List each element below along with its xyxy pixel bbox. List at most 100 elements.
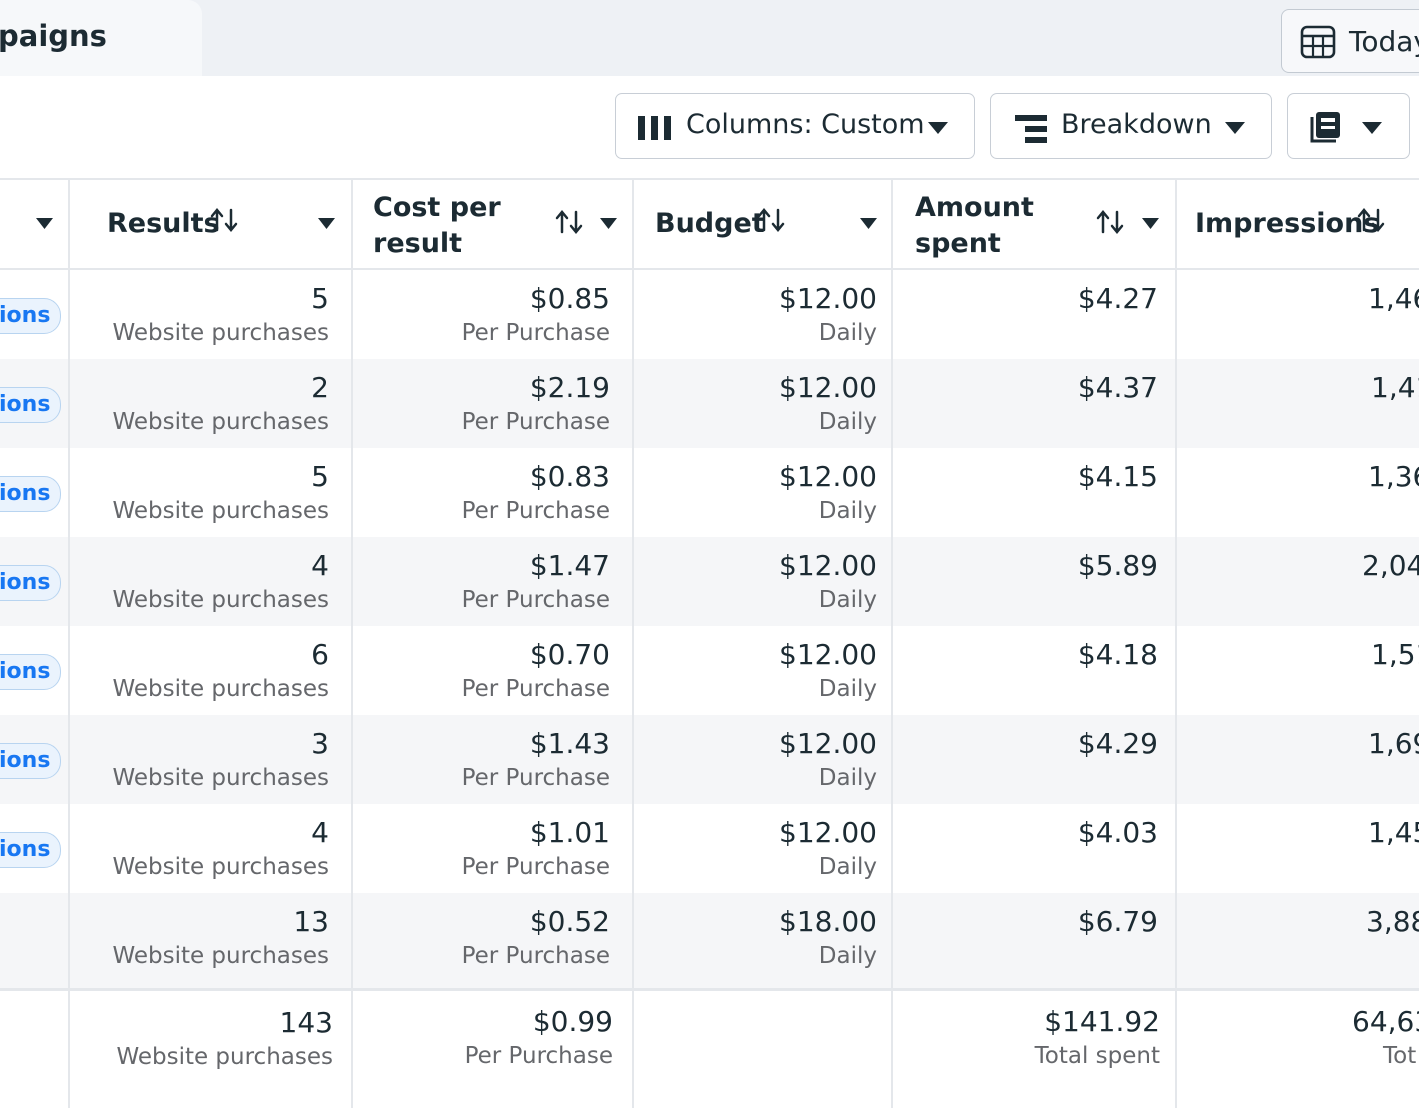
delivery-status-badge[interactable]: ions	[0, 387, 62, 423]
delivery-status-badge[interactable]: ions	[0, 832, 62, 868]
table-row[interactable]: 13 Website purchases $0.52 Per Purchase $1…	[0, 893, 1419, 988]
spent-cell: $4.27	[1078, 282, 1158, 316]
spent-cell: $4.37	[1078, 371, 1158, 405]
results-cell: 4 Website purchases	[112, 549, 329, 615]
impressions-value: 1,51	[1371, 638, 1419, 671]
sort-arrows-icon[interactable]	[757, 208, 785, 232]
budget-type: Daily	[818, 854, 877, 880]
sort-arrows-icon[interactable]	[1357, 208, 1385, 232]
results-cell: 5 Website purchases	[112, 282, 329, 348]
impressions-cell: 1,41	[1371, 371, 1419, 405]
cost-value: $1.01	[529, 816, 610, 849]
budget-value: $12.00	[779, 638, 877, 671]
results-total-cell: 143 Website purchases	[116, 1006, 333, 1072]
budget-cell: $12.00 Daily	[779, 460, 877, 526]
table-row[interactable]: ions 2 Website purchases $2.19 Per Purchas…	[0, 359, 1419, 448]
delivery-status-badge[interactable]: ions	[0, 743, 62, 779]
cost-total-value: $0.99	[532, 1005, 613, 1038]
cost-type: Per Purchase	[461, 676, 610, 702]
impressions-cell: 1,36	[1368, 460, 1419, 494]
sort-arrows-icon[interactable]	[1096, 210, 1124, 234]
budget-value: $12.00	[779, 816, 877, 849]
column-menu-caret-icon[interactable]	[36, 218, 53, 229]
chevron-down-icon	[928, 122, 948, 134]
reports-button[interactable]	[1287, 93, 1410, 159]
table-row[interactable]: ions 4 Website purchases $1.47 Per Purchas…	[0, 537, 1419, 626]
results-type: Website purchases	[112, 320, 329, 346]
sort-arrows-icon[interactable]	[210, 208, 238, 232]
sort-arrows-icon[interactable]	[555, 210, 583, 234]
amount-header-line2: spent	[915, 228, 1001, 259]
column-divider[interactable]	[1175, 178, 1177, 1108]
spent-value: $4.03	[1077, 816, 1158, 849]
budget-value: $12.00	[779, 371, 877, 404]
spent-total-value: $141.92	[1044, 1005, 1160, 1038]
table-row[interactable]: ions 3 Website purchases $1.43 Per Purchas…	[0, 715, 1419, 804]
spent-cell: $6.79	[1078, 905, 1158, 939]
results-total-value: 143	[279, 1006, 333, 1039]
column-menu-caret-icon[interactable]	[860, 218, 877, 229]
delivery-status-badge[interactable]: ions	[0, 476, 62, 512]
budget-type: Daily	[818, 676, 877, 702]
table-row[interactable]: ions 5 Website purchases $0.85 Per Purchas…	[0, 270, 1419, 359]
results-value: 6	[311, 638, 329, 671]
column-menu-caret-icon[interactable]	[600, 218, 617, 229]
column-divider[interactable]	[891, 178, 893, 1108]
campaigns-table: Results Cost per result Budget Amount sp…	[0, 178, 1419, 1111]
results-value: 5	[311, 282, 329, 315]
budget-value: $12.00	[779, 282, 877, 315]
impressions-cell: 3,88	[1366, 905, 1419, 939]
cost-type: Per Purchase	[461, 765, 610, 791]
delivery-status-badge[interactable]: ions	[0, 298, 62, 334]
cost-header-line1: Cost per	[373, 192, 501, 223]
results-value: 4	[311, 816, 329, 849]
table-row[interactable]: ions 6 Website purchases $0.70 Per Purchas…	[0, 626, 1419, 715]
impressions-total-type: Tot	[1383, 1043, 1417, 1069]
reports-icon	[1310, 112, 1340, 143]
totals-row: 143 Website purchases $0.99 Per Purchase $…	[0, 988, 1419, 1111]
budget-cell: $18.00 Daily	[779, 905, 877, 971]
results-type: Website purchases	[112, 854, 329, 880]
cost-type: Per Purchase	[461, 498, 610, 524]
table-row[interactable]: ions 4 Website purchases $1.01 Per Purchas…	[0, 804, 1419, 893]
delivery-status-badge[interactable]: ions	[0, 565, 62, 601]
results-cell: 4 Website purchases	[112, 816, 329, 882]
spent-value: $6.79	[1077, 905, 1158, 938]
cost-cell: $1.01 Per Purchase	[462, 816, 610, 882]
results-cell: 6 Website purchases	[112, 638, 329, 704]
delivery-status-badge[interactable]: ions	[0, 654, 62, 690]
cost-type: Per Purchase	[461, 320, 610, 346]
impressions-value: 3,88	[1366, 905, 1419, 938]
spent-cell: $4.03	[1078, 816, 1158, 850]
spent-cell: $4.15	[1078, 460, 1158, 494]
cost-value: $0.85	[529, 282, 610, 315]
campaigns-panel: Columns: Custom Breakdown Results	[0, 76, 1419, 1111]
cost-type: Per Purchase	[461, 854, 610, 880]
spent-cell: $4.18	[1078, 638, 1158, 672]
impressions-value: 1,45	[1368, 816, 1419, 849]
spent-value: $4.29	[1077, 727, 1158, 760]
impressions-value: 2,04	[1362, 549, 1419, 582]
results-value: 4	[311, 549, 329, 582]
column-menu-caret-icon[interactable]	[318, 218, 335, 229]
budget-cell: $12.00 Daily	[779, 638, 877, 704]
campaigns-tab[interactable]: paigns	[0, 0, 202, 76]
table-row[interactable]: ions 5 Website purchases $0.83 Per Purchas…	[0, 448, 1419, 537]
budget-type: Daily	[818, 943, 877, 969]
column-divider[interactable]	[351, 178, 353, 1108]
results-total-type: Website purchases	[116, 1044, 333, 1070]
column-divider[interactable]	[632, 178, 634, 1108]
date-range-button[interactable]: Today	[1281, 9, 1419, 73]
results-value: 3	[311, 727, 329, 760]
cost-cell: $0.70 Per Purchase	[462, 638, 610, 704]
breakdown-button[interactable]: Breakdown	[990, 93, 1272, 159]
results-value: 2	[311, 371, 329, 404]
spent-total-type: Total spent	[1034, 1043, 1160, 1069]
columns-button[interactable]: Columns: Custom	[615, 93, 975, 159]
column-menu-caret-icon[interactable]	[1142, 218, 1159, 229]
cost-type: Per Purchase	[461, 587, 610, 613]
impressions-cell: 1,46	[1368, 282, 1419, 316]
cost-value: $0.83	[529, 460, 610, 493]
cost-value: $0.52	[529, 905, 610, 938]
budget-value: $18.00	[779, 905, 877, 938]
